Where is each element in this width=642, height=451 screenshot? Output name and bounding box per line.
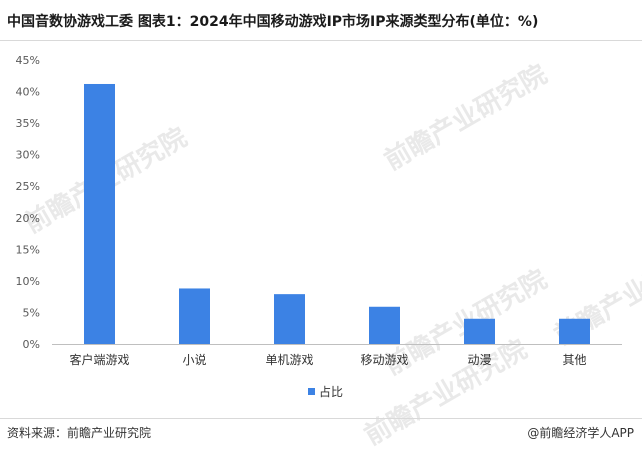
chart-title: 中国音数协游戏工委 图表1：2024年中国移动游戏IP市场IP来源类型分布(单位… [7, 14, 539, 30]
y-tick-label: 40% [16, 86, 40, 99]
source-note: 资料来源：前瞻产业研究院 [7, 426, 152, 440]
bar [369, 306, 400, 344]
title-divider [0, 40, 642, 41]
credit-note: @前瞻经济学人APP [527, 426, 634, 440]
x-tick-label: 客户端游戏 [69, 352, 129, 367]
legend-swatch [308, 388, 315, 395]
watermark-text: 前瞻产业研究院 [379, 59, 552, 177]
bar [274, 294, 305, 344]
y-tick-label: 5% [23, 306, 40, 319]
bars [84, 83, 590, 344]
x-tick-label: 动漫 [467, 353, 491, 367]
legend: 占比 [308, 384, 343, 399]
y-tick-label: 25% [16, 180, 40, 193]
bar [84, 83, 115, 344]
y-tick-label: 10% [16, 275, 40, 288]
y-tick-label: 15% [16, 243, 40, 256]
x-tick-label: 其他 [562, 353, 586, 367]
bar [559, 318, 590, 344]
y-tick-label: 30% [16, 149, 40, 162]
x-tick-label: 移动游戏 [360, 353, 408, 367]
y-axis: 0% 5% 10% 15% 20% 25% 30% 35% 40% 45% [16, 54, 40, 351]
bar [179, 288, 210, 344]
x-axis: 客户端游戏 小说 单机游戏 移动游戏 动漫 其他 [69, 352, 586, 367]
y-tick-label: 20% [16, 212, 40, 225]
y-tick-label: 0% [23, 338, 40, 351]
footer-divider [0, 418, 642, 419]
y-tick-label: 35% [16, 117, 40, 130]
x-tick-label: 单机游戏 [265, 353, 313, 367]
x-tick-label: 小说 [182, 352, 206, 367]
bar [464, 318, 495, 344]
legend-label: 占比 [319, 384, 343, 399]
y-tick-label: 45% [16, 54, 40, 67]
